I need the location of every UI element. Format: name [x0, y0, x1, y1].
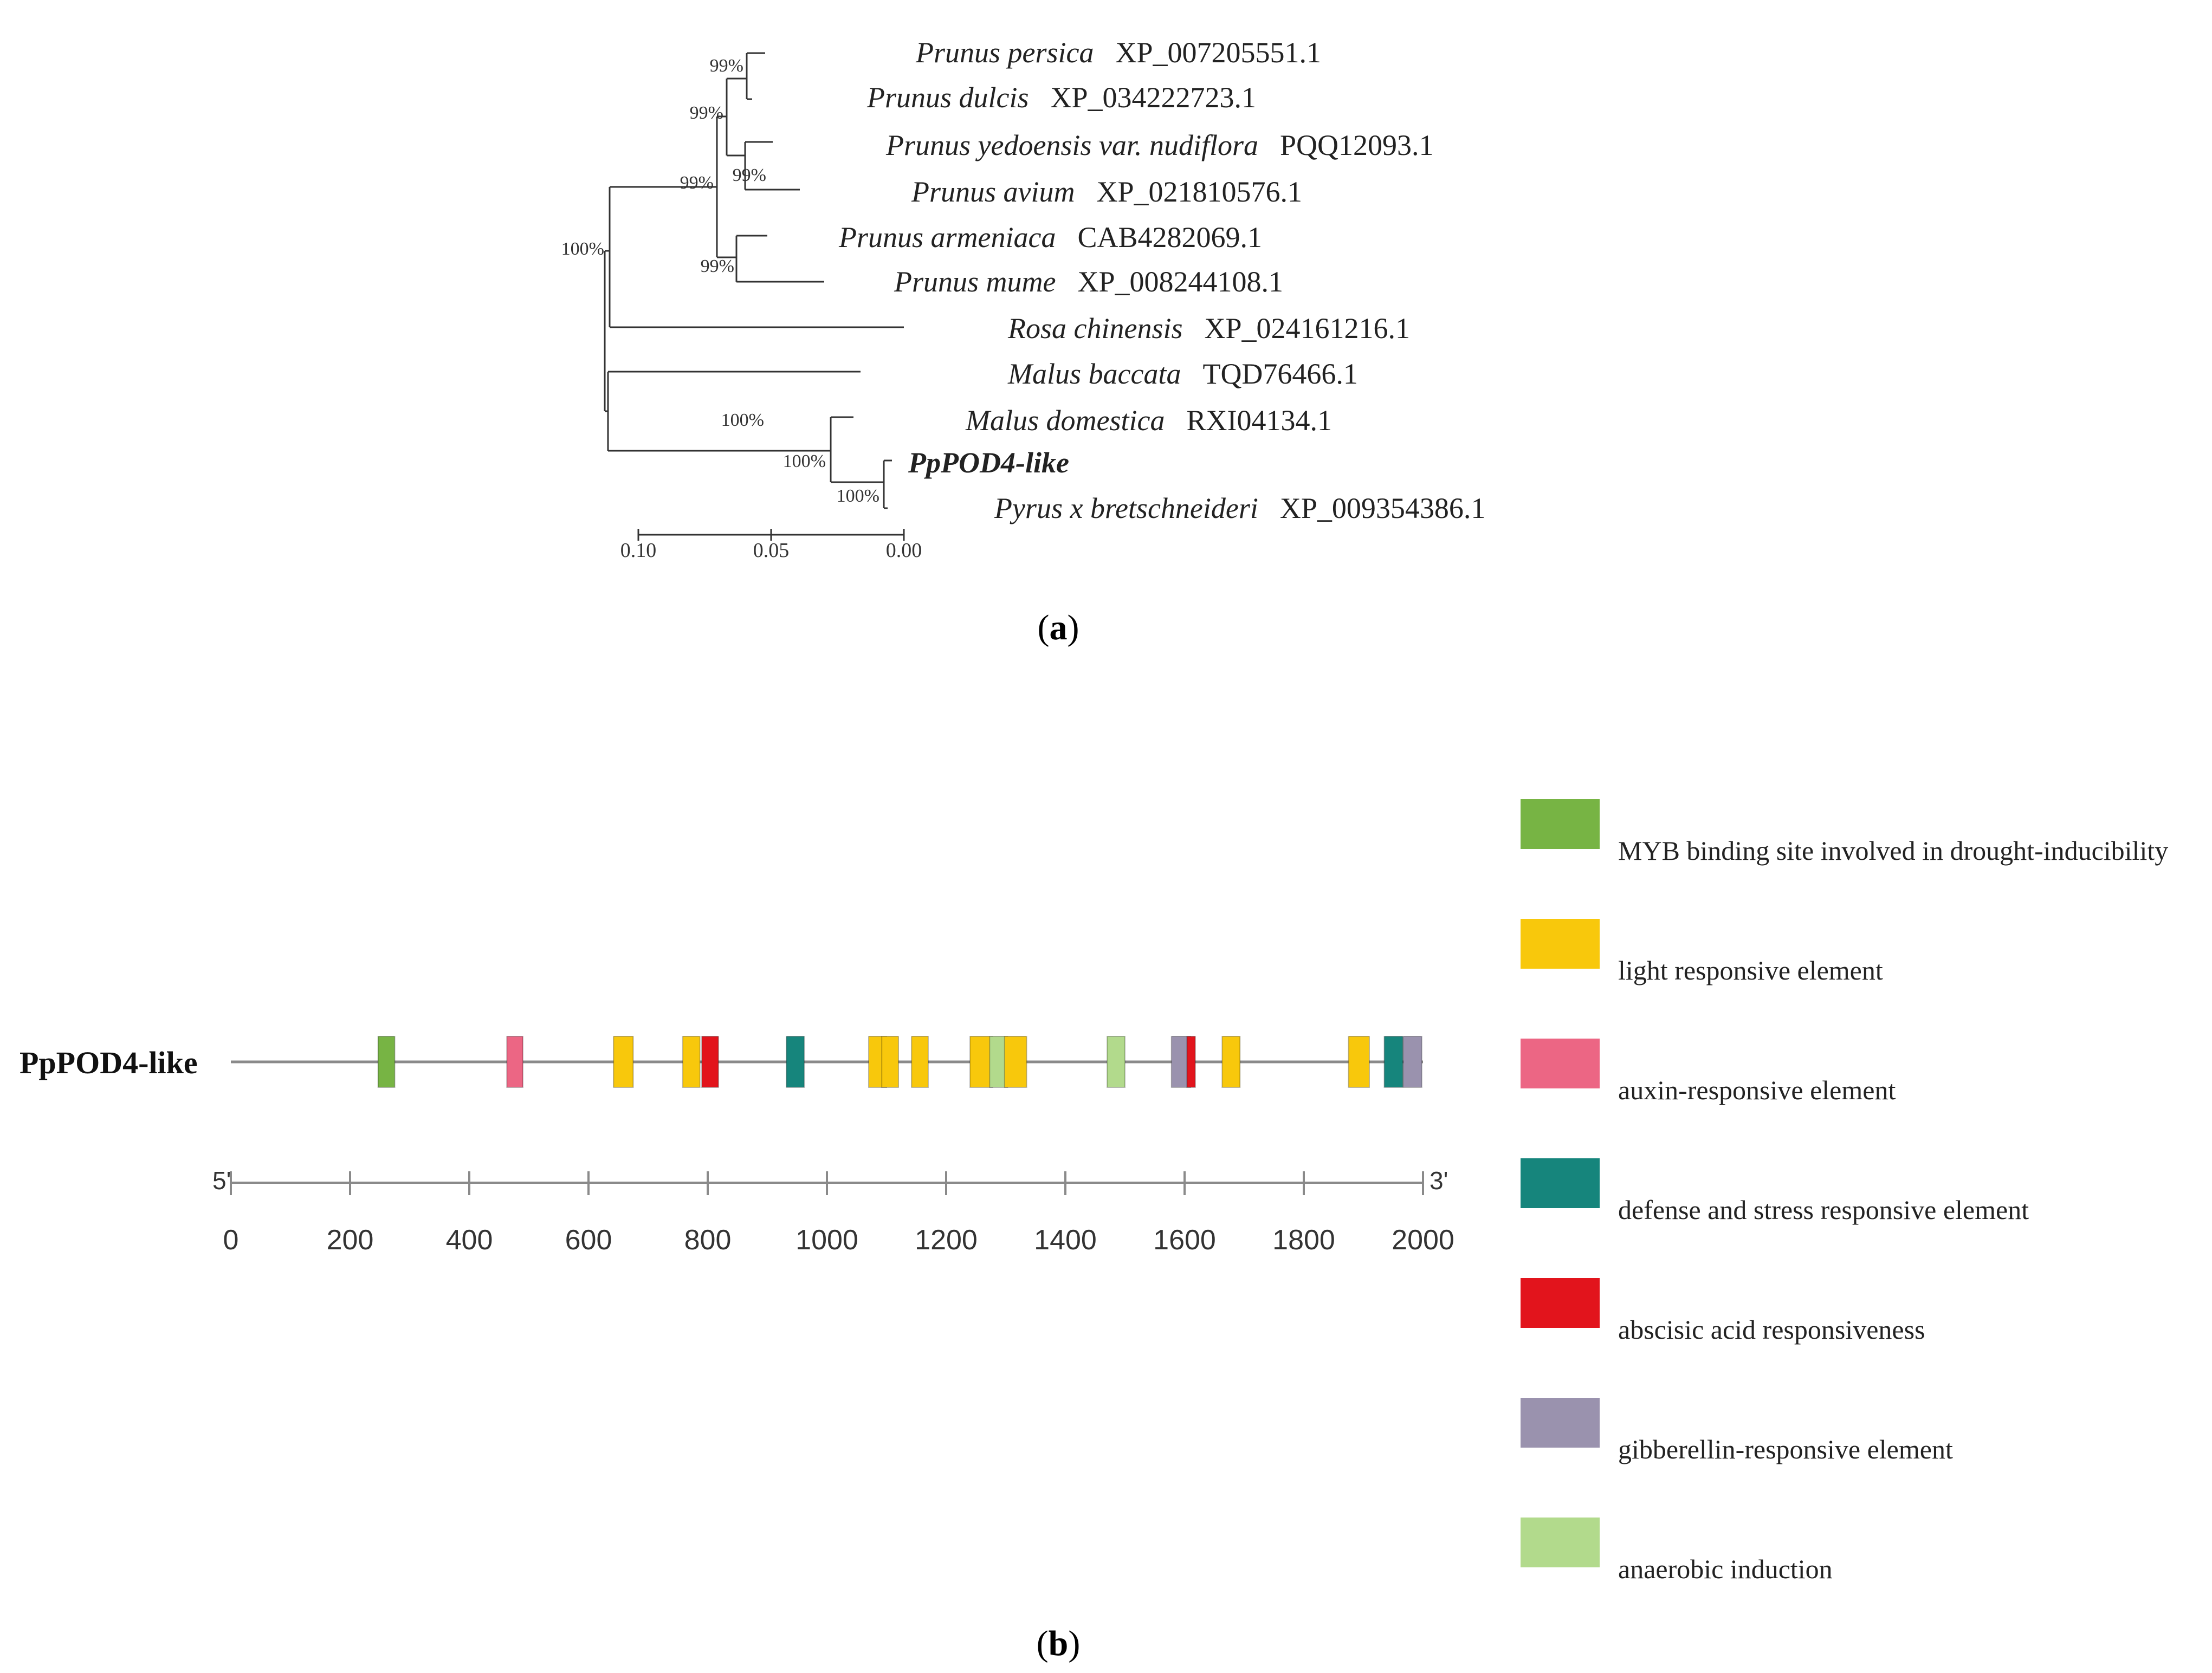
legend-label-aba: abscisic acid responsiveness — [1618, 1314, 1925, 1345]
axis-tick-label: 0 — [223, 1224, 239, 1256]
cis-element-anaer — [1107, 1036, 1126, 1088]
cis-element-light — [881, 1036, 899, 1088]
axis-tick-label: 1600 — [1153, 1224, 1216, 1256]
taxon-label: Prunus yedoensis var. nudiflora PQQ12093.… — [885, 129, 1434, 161]
legend-swatch-anaer — [1521, 1518, 1600, 1567]
legend-label-auxin: auxin-responsive element — [1618, 1075, 1896, 1105]
axis-tick-label: 400 — [446, 1224, 493, 1256]
phylogenetic-tree — [604, 52, 904, 509]
legend-label-light: light responsive element — [1618, 955, 1883, 985]
taxon-label: Prunus mume XP_008244108.1 — [894, 265, 1283, 298]
cis-element-light — [682, 1036, 701, 1088]
taxon-label: Prunus avium XP_021810576.1 — [911, 176, 1302, 208]
cis-elements — [377, 1036, 1422, 1088]
taxon-label: Prunus dulcis XP_034222723.1 — [866, 81, 1256, 114]
legend-swatch-defense — [1521, 1158, 1600, 1208]
legend-label-defense: defense and stress responsive element — [1618, 1195, 2029, 1225]
cis-element-myb — [377, 1036, 396, 1088]
cis-element-auxin — [506, 1036, 523, 1088]
bootstrap-value: 100% — [783, 451, 826, 471]
panel-caption-a: (a) — [1038, 608, 1079, 647]
cis-element-light — [1348, 1036, 1370, 1088]
cis-element-aba — [1186, 1036, 1196, 1088]
axis-tick-label: 600 — [565, 1224, 612, 1256]
bootstrap-value: 99% — [733, 165, 766, 185]
taxon-label: Malus domestica RXI04134.1 — [965, 404, 1332, 437]
taxon-label: Malus baccata TQD76466.1 — [1007, 358, 1358, 390]
taxon-label: Prunus armeniaca CAB4282069.1 — [838, 221, 1262, 254]
axis-tick-label: 1400 — [1034, 1224, 1097, 1256]
legend-swatch-gib — [1521, 1398, 1600, 1448]
taxon-label: Pyrus x bretschneideri XP_009354386.1 — [994, 492, 1485, 524]
axis-tick-label: 2000 — [1392, 1224, 1454, 1256]
bootstrap-value: 99% — [690, 103, 723, 123]
scale-tick-label: 0.00 — [886, 539, 922, 562]
legend-swatch-aba — [1521, 1278, 1600, 1328]
cis-element-defense — [786, 1036, 805, 1088]
axis-tick-label: 1200 — [915, 1224, 978, 1256]
axis-tick-label: 800 — [684, 1224, 732, 1256]
panel-caption-b: (b) — [1037, 1624, 1081, 1663]
bootstrap-value: 100% — [837, 486, 879, 506]
cis-element-light — [1004, 1036, 1027, 1088]
cis-element-light — [613, 1036, 634, 1088]
bootstrap-value: 99% — [680, 173, 714, 193]
legend: MYB binding site involved in drought-ind… — [1521, 799, 2168, 1584]
legend-label-gib: gibberellin-responsive element — [1618, 1434, 1953, 1464]
end-5-label: 5' — [212, 1166, 231, 1195]
cis-element-light — [1221, 1036, 1241, 1088]
legend-swatch-light — [1521, 919, 1600, 969]
scale-bar: 0.10 0.05 0.00 — [620, 529, 922, 562]
taxon-label-highlighted: PpPOD4-like — [908, 446, 1069, 479]
axis-tick-label: 1800 — [1272, 1224, 1335, 1256]
legend-label-anaer: anaerobic induction — [1618, 1554, 1833, 1584]
bootstrap-value: 100% — [561, 239, 604, 259]
axis-tick-label: 1000 — [795, 1224, 858, 1256]
cis-element-light — [911, 1036, 929, 1088]
end-3-label: 3' — [1430, 1166, 1448, 1195]
legend-swatch-auxin — [1521, 1039, 1600, 1088]
position-axis: 0 200 400 600 800 1000 1200 1400 1600 1800 2000 5'… — [212, 1166, 1454, 1256]
bootstrap-value: 99% — [701, 256, 734, 276]
taxon-label: Prunus persica XP_007205551.1 — [915, 36, 1321, 69]
axis-tick-label: 200 — [327, 1224, 374, 1256]
gene-label: PpPOD4-like — [20, 1045, 198, 1080]
bootstrap-values: 99% 99% 99% 99% 99% 100% 100% 100% 100% — [561, 56, 879, 506]
cis-element-gib — [1402, 1036, 1422, 1088]
legend-label-myb: MYB binding site involved in drought-ind… — [1618, 835, 2168, 866]
taxon-label: Rosa chinensis XP_024161216.1 — [1007, 312, 1410, 345]
scale-tick-label: 0.05 — [753, 539, 790, 562]
taxon-labels: Prunus persica XP_007205551.1 Prunus dulc… — [838, 36, 1485, 524]
cis-element-aba — [701, 1036, 719, 1088]
bootstrap-value: 99% — [710, 56, 743, 76]
scale-tick-label: 0.10 — [620, 539, 657, 562]
legend-swatch-myb — [1521, 799, 1600, 849]
bootstrap-value: 100% — [721, 410, 764, 430]
cis-element-defense — [1383, 1036, 1403, 1088]
